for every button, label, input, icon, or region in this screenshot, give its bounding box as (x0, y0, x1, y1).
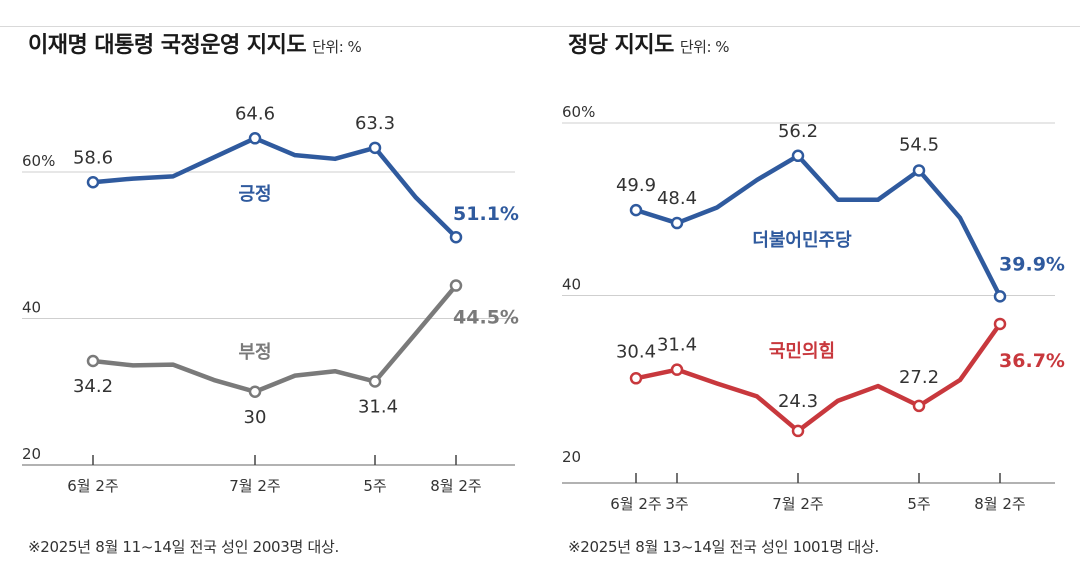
data-point-marker (629, 372, 643, 385)
approval-rating-panel: 이재명 대통령 국정운영 지지도 단위: % 60% 40 20 6월 2주 7월 2주 5… (22, 33, 519, 556)
data-label: 44.5% (453, 307, 519, 329)
x-tick-label: 5주 (907, 495, 930, 513)
series-name-label: 긍정 (238, 184, 271, 205)
data-label: 34.2 (73, 376, 113, 397)
data-label: 31.4 (358, 396, 398, 417)
x-tick-label: 7월 2주 (772, 495, 823, 513)
party-support-panel: 정당 지지도 단위: % 60% 40 20 6월 2주 3주 7월 2주 5주 8월 2주 49… (540, 0, 1080, 563)
data-point-marker (449, 230, 463, 244)
y-tick-label-40: 40 (22, 299, 41, 317)
y-tick-label-60: 60% (22, 152, 55, 170)
data-point-marker (670, 216, 684, 230)
data-label: 49.9 (616, 175, 656, 196)
data-point-marker (86, 354, 100, 368)
x-tick-label: 8월 2주 (430, 477, 481, 495)
x-tick-label: 6월 2주 (67, 477, 118, 495)
data-point-marker (791, 424, 805, 438)
data-point-marker (449, 279, 463, 292)
series-line-0 (633, 153, 1003, 299)
data-label: 56.2 (778, 121, 818, 142)
x-tick-label: 5주 (363, 477, 386, 495)
data-point-marker (248, 385, 262, 398)
data-point-marker (912, 164, 926, 177)
approval-unit-label: 단위: % (312, 38, 362, 56)
party-line-chart: 60% 40 20 6월 2주 3주 7월 2주 5주 8월 2주 49.948.4 56.2 54… (562, 103, 1065, 513)
approval-survey-note: ※2025년 8월 11~14일 전국 성인 2003명 대상. (28, 538, 339, 556)
approval-line-chart: 60% 40 20 6월 2주 7월 2주 5주 8월 2주 58.6 64.6 63.3 51.1… (22, 103, 519, 495)
data-label: 39.9% (999, 253, 1065, 275)
data-label: 36.7% (999, 350, 1065, 372)
series-line-1 (90, 283, 459, 394)
y-tick-label-60: 60% (562, 103, 595, 121)
data-label: 31.4 (657, 335, 697, 356)
y-tick-label-20: 20 (22, 445, 41, 463)
data-label: 58.6 (73, 147, 113, 168)
data-label: 51.1% (453, 203, 519, 225)
party-unit-label: 단위: % (679, 38, 730, 56)
data-label: 30 (244, 407, 267, 428)
data-point-marker (993, 290, 1007, 303)
party-chart-title: 정당 지지도 단위: % (568, 33, 730, 58)
y-tick-label-40: 40 (562, 276, 581, 294)
data-label: 54.5 (899, 134, 939, 155)
series-name-label: 국민의힘 (769, 341, 835, 362)
x-tick-label: 6월 2주 (610, 495, 661, 513)
party-survey-note: ※2025년 8월 13~14일 전국 성인 1001명 대상. (568, 538, 879, 556)
series-line-1 (633, 321, 1003, 434)
data-label: 48.4 (657, 188, 697, 209)
series-name-label: 더불어민주당 (752, 230, 852, 251)
series-line-0 (90, 136, 459, 240)
x-tick-label: 7월 2주 (229, 477, 280, 495)
data-point-marker (368, 141, 382, 155)
y-tick-label-20: 20 (562, 448, 581, 466)
x-tick-label: 3주 (665, 495, 688, 513)
data-point-marker (791, 149, 805, 163)
data-point-marker (912, 399, 926, 413)
series-name-label: 부정 (238, 342, 271, 363)
data-point-marker (248, 132, 262, 145)
data-label: 24.3 (778, 391, 818, 412)
data-point-marker (86, 176, 100, 189)
data-point-marker (629, 203, 643, 217)
data-label: 64.6 (235, 103, 275, 124)
data-label: 27.2 (899, 367, 939, 388)
data-point-marker (993, 317, 1007, 331)
data-point-marker (368, 375, 382, 388)
approval-chart-title: 이재명 대통령 국정운영 지지도 단위: % (28, 33, 362, 58)
data-label: 63.3 (355, 113, 395, 134)
data-label: 30.4 (616, 341, 656, 362)
data-point-marker (670, 363, 684, 376)
top-divider (0, 26, 1080, 27)
x-tick-label: 8월 2주 (974, 495, 1025, 513)
